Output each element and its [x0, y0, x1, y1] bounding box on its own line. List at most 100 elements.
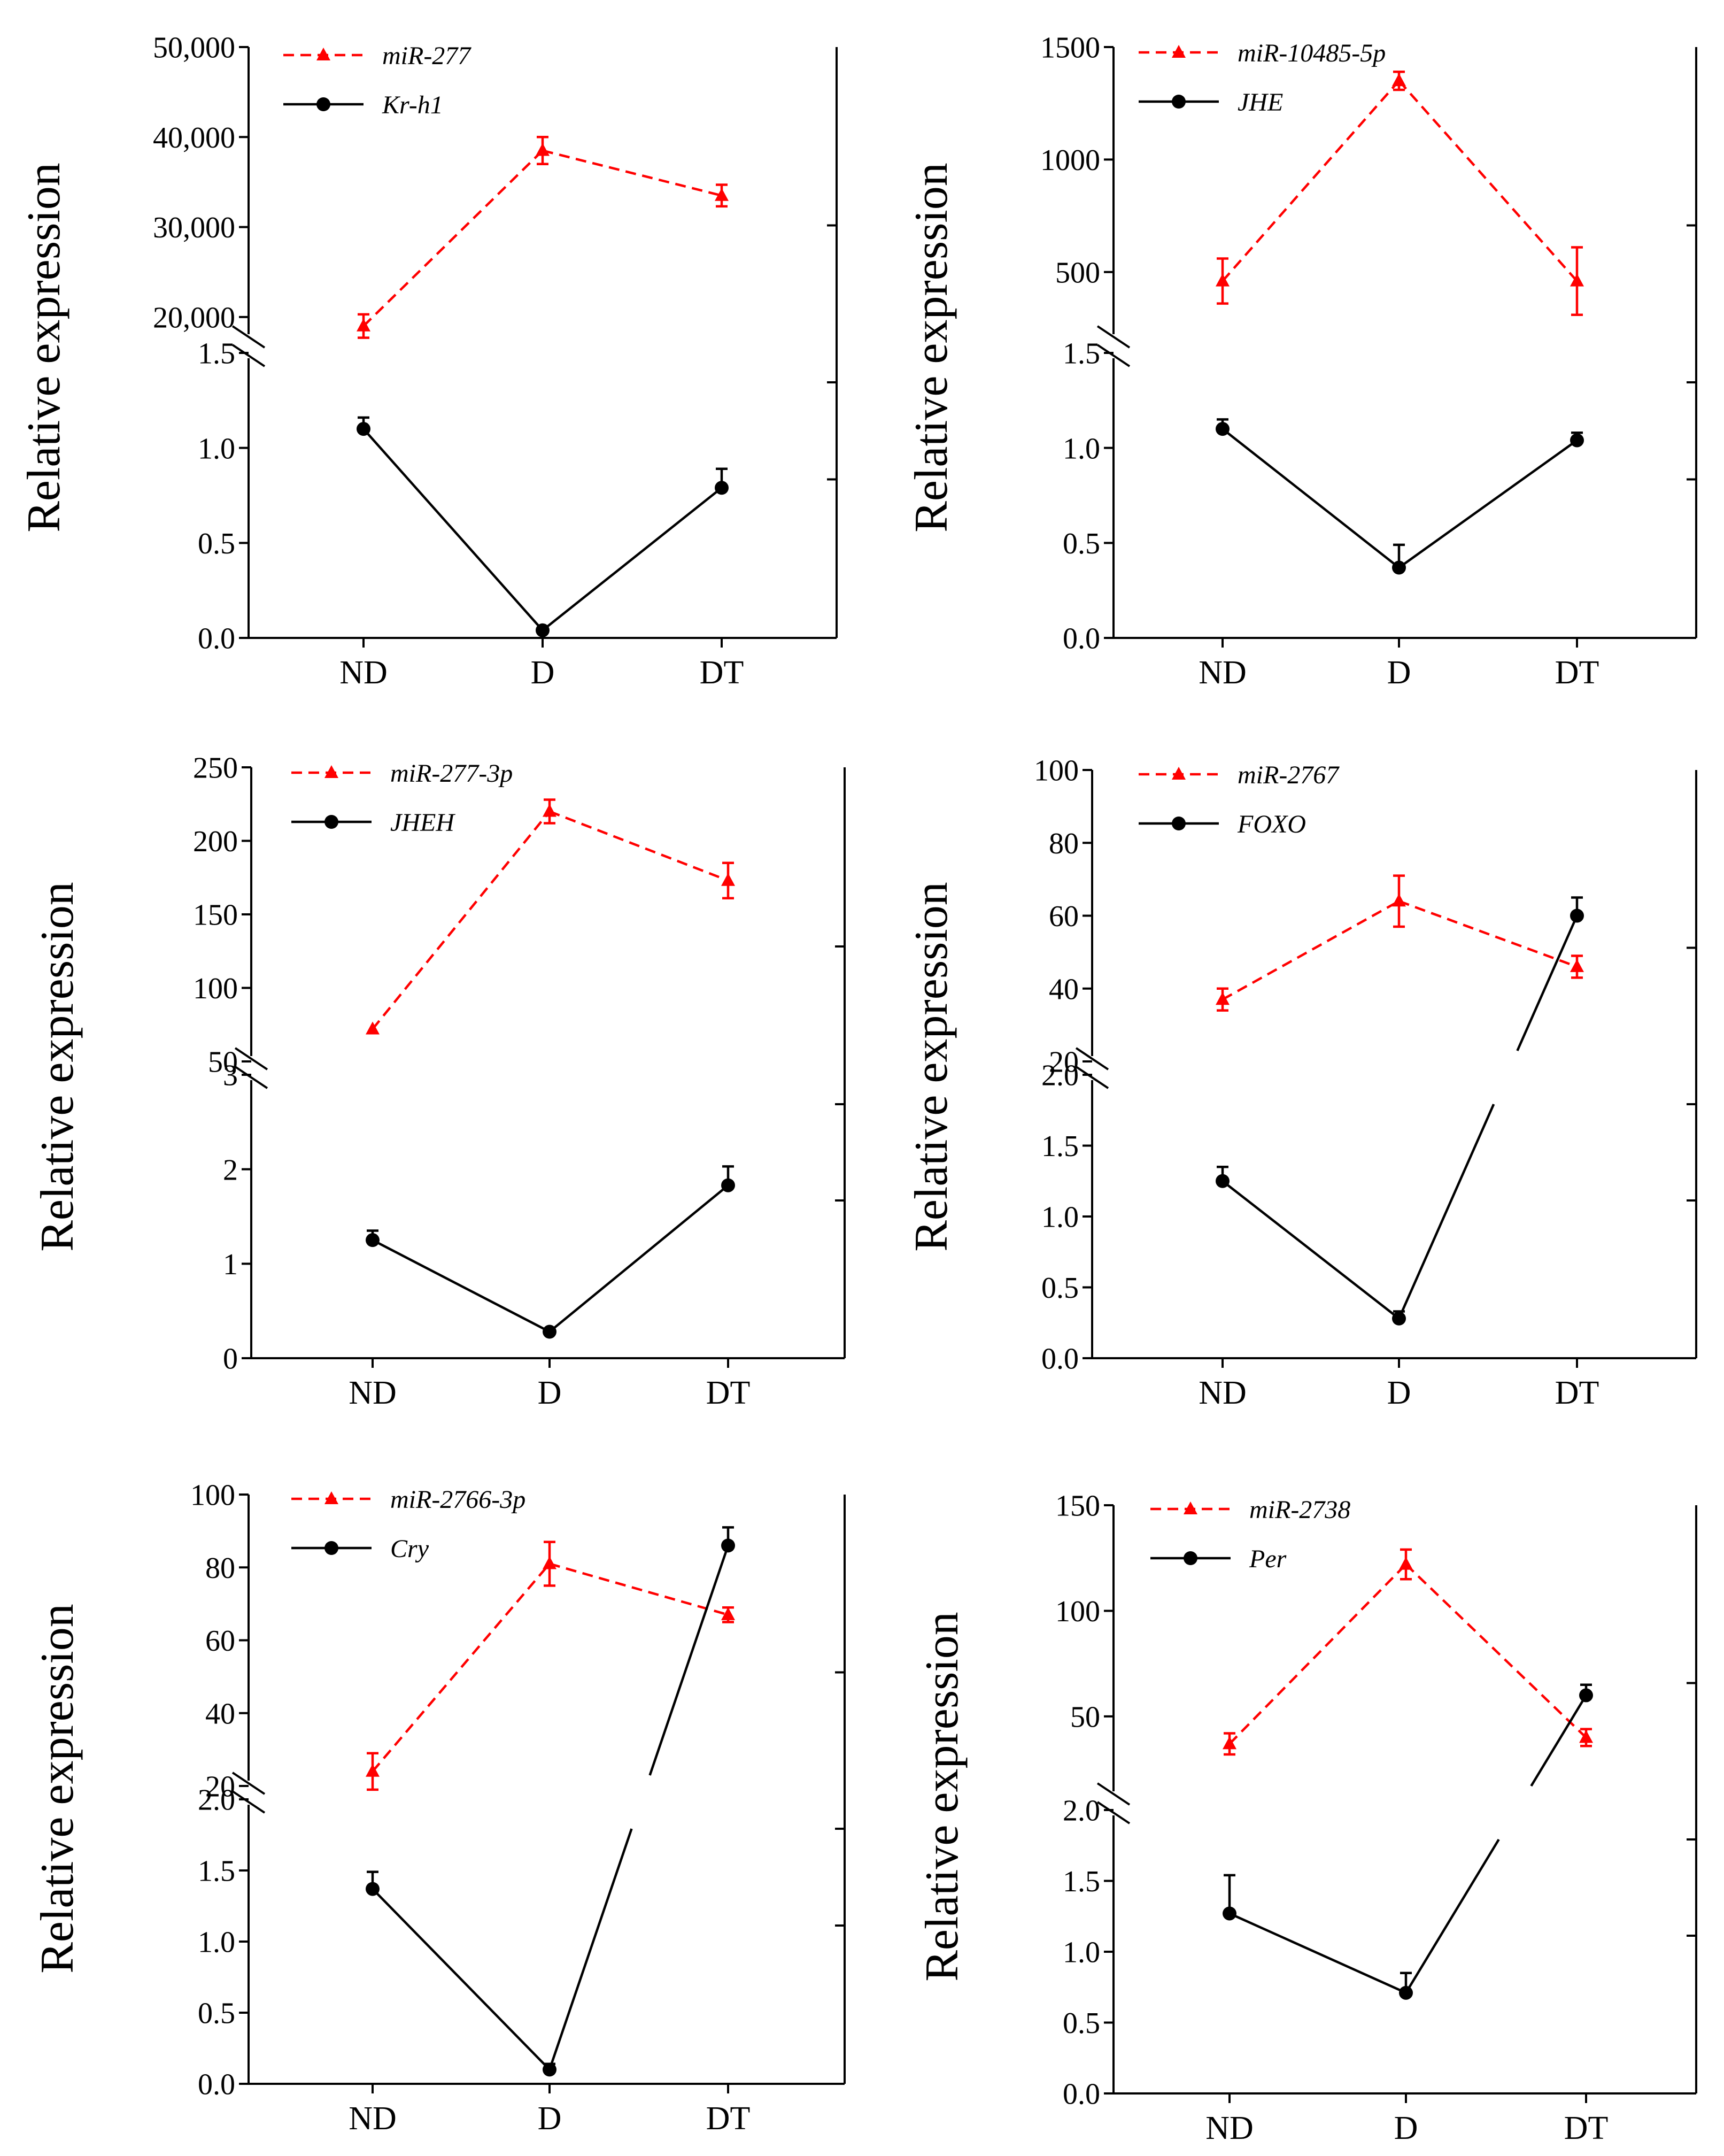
y-tick-label: 40,000	[153, 121, 235, 155]
y-axis-label: Relative expression	[906, 163, 957, 533]
axis-break-mark	[1096, 344, 1131, 367]
data-point-triangle	[357, 318, 370, 332]
data-point-circle	[543, 2062, 556, 2077]
data-point-triangle	[536, 143, 550, 156]
data-point-triangle	[1570, 273, 1584, 287]
x-tick-label: ND	[1205, 2110, 1254, 2146]
data-point-triangle	[715, 188, 729, 201]
y-tick-label: 1.0	[1041, 1201, 1079, 1234]
data-point-triangle	[366, 1764, 380, 1777]
y-tick-label: 0.0	[1041, 1343, 1079, 1376]
x-tick-label: DT	[706, 2100, 751, 2137]
x-axis-and-y-axis-lower	[248, 1805, 845, 2085]
axis-break-mark	[231, 1772, 266, 1795]
y-tick-label: 50	[1070, 1701, 1100, 1734]
x-tick-label: DT	[700, 654, 744, 691]
y-tick-label: 150	[1055, 1490, 1100, 1523]
y-tick-label: 0.5	[1063, 2007, 1100, 2040]
series-mir-2766-3p	[366, 1541, 735, 1791]
y-tick-label: 100	[1034, 754, 1079, 788]
legend-label: miR-2738	[1249, 1496, 1350, 1524]
y-tick-label: 1.5	[198, 337, 235, 371]
series-line-segment	[1405, 1563, 1587, 1739]
x-tick-label: ND	[1199, 1375, 1247, 1411]
axis-break-mark	[234, 1047, 268, 1071]
axis-break-mark	[1096, 1782, 1131, 1806]
y-tick-label: 0.0	[1063, 2078, 1100, 2111]
series-line-segment	[1229, 1912, 1406, 1994]
x-tick-label: ND	[1199, 654, 1247, 691]
data-point-triangle	[543, 804, 556, 817]
y-tick-label: 3	[223, 1059, 238, 1092]
x-tick-label: D	[538, 1375, 562, 1411]
x-axis-and-y-axis-lower	[250, 1080, 845, 1359]
data-point-triangle	[543, 1556, 556, 1569]
y-tick-label: 500	[1055, 256, 1100, 289]
data-point-triangle	[1570, 959, 1584, 972]
y-tick-label: 80	[205, 1552, 235, 1585]
axis-break-mark	[1096, 1801, 1131, 1824]
data-point-triangle	[366, 1021, 380, 1035]
legend-marker-circle	[324, 1541, 338, 1555]
x-tick-label: DT	[1564, 2110, 1609, 2146]
data-point-triangle	[1392, 894, 1406, 907]
y-tick-label: 40	[1049, 973, 1079, 1006]
series-line-segment	[372, 1239, 551, 1333]
data-point-triangle	[1579, 1730, 1593, 1743]
y-tick-label: 200	[193, 825, 238, 858]
y-tick-label: 1000	[1040, 144, 1100, 177]
data-point-circle	[721, 1178, 735, 1192]
series-line-segment	[1222, 900, 1400, 1001]
x-tick-label: D	[1387, 1375, 1411, 1411]
data-point-circle	[1216, 1174, 1230, 1188]
data-point-circle	[1399, 1985, 1413, 2000]
x-tick-label: D	[538, 2100, 562, 2137]
data-point-triangle	[1223, 1736, 1236, 1750]
series-line-segment	[1397, 1104, 1495, 1319]
y-tick-label: 1.0	[1063, 432, 1100, 465]
y-tick-label: 60	[1049, 900, 1079, 933]
x-tick-label: DT	[706, 1375, 751, 1411]
legend-label: miR-277-3p	[390, 759, 513, 788]
legend-marker-circle	[1172, 817, 1186, 830]
series-cry	[366, 1526, 735, 2077]
legend-label: miR-10485-5p	[1238, 39, 1386, 67]
series-line-segment	[372, 811, 551, 1030]
y-tick-label: 0.5	[198, 1997, 235, 2030]
y-tick-label: 2.0	[198, 1784, 235, 1817]
data-point-triangle	[1392, 73, 1406, 87]
data-point-triangle	[721, 1607, 735, 1620]
series-mir-277-3p	[366, 798, 735, 1035]
series-line-segment	[548, 1184, 729, 1333]
legend-label: Kr-h1	[382, 91, 443, 119]
legend-marker-circle	[324, 815, 338, 829]
y-axis-label: Relative expression	[18, 163, 70, 533]
legend-marker-triangle	[324, 1491, 338, 1504]
x-tick-label: D	[1387, 654, 1411, 691]
series-foxo	[1216, 896, 1584, 1326]
legend-marker-triangle	[1172, 767, 1186, 780]
legend-label: miR-277	[382, 42, 471, 70]
series-line-segment	[1398, 900, 1578, 968]
series-per	[1223, 1683, 1593, 2000]
series-mir-10485-5p	[1216, 71, 1584, 316]
series-line-segment	[362, 149, 544, 327]
y-tick-label: 250	[193, 752, 238, 785]
x-tick-label: D	[531, 654, 555, 691]
series-line-segment	[1530, 1695, 1587, 1787]
legend-label: miR-2767	[1238, 761, 1340, 789]
y-tick-label: 1.5	[1063, 1865, 1100, 1898]
y-tick-label: 0	[223, 1343, 238, 1376]
series-line-segment	[1222, 80, 1400, 282]
data-point-circle	[1216, 422, 1230, 436]
series-mir-2738	[1223, 1548, 1593, 1756]
y-tick-label: 2.0	[1063, 1795, 1100, 1828]
series-line-segment	[548, 1828, 633, 2070]
series-line-segment	[1398, 439, 1578, 569]
data-point-circle	[1392, 1311, 1406, 1326]
series-line-segment	[1222, 428, 1400, 569]
axis-break-mark	[234, 1066, 268, 1089]
x-axis-and-y-axis-lower	[248, 358, 837, 639]
chart-panel-5: Relative expression 20 40 60 80 100 0.0 0.5 1.0 1…	[32, 1479, 846, 2137]
